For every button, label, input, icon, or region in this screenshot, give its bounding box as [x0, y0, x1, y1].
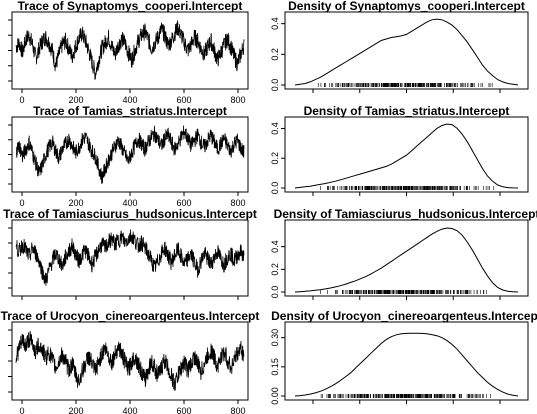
- x-tick-label: 200: [68, 198, 83, 208]
- y-tick-label: 0.4: [270, 17, 280, 30]
- y-tick-label: 0.4: [270, 240, 280, 253]
- y-tick-label: 0.2: [270, 263, 280, 276]
- y-tick-label: 0.0: [270, 182, 280, 195]
- y-tick-label: 0.2: [270, 152, 280, 165]
- density-curve: [294, 332, 519, 397]
- y-tick-label: 0.30: [270, 329, 280, 347]
- x-tick-label: 0: [19, 95, 24, 105]
- density-curve: [294, 18, 519, 86]
- x-tick-label: 200: [68, 406, 83, 414]
- panel-title: Density of Tamiasciurus_hudsonicus.Inter…: [274, 207, 537, 221]
- panel-frame: [284, 219, 529, 297]
- x-tick-label: 400: [122, 406, 137, 414]
- x-tick-label: 0: [19, 198, 24, 208]
- panel-title: Trace of Synaptomys_cooperi.Intercept: [18, 0, 243, 13]
- y-tick-label: 0.0: [270, 286, 280, 299]
- trace-line: [15, 20, 245, 80]
- x-tick-label: 600: [176, 95, 191, 105]
- trace-line: [15, 125, 245, 184]
- y-tick-label: 0.00: [270, 387, 280, 405]
- x-tick-label: 800: [230, 198, 245, 208]
- x-tick-label: 400: [122, 198, 137, 208]
- y-tick-label: 0.15: [270, 358, 280, 376]
- panel-title: Density of Tamias_striatus.Intercept: [304, 104, 510, 118]
- trace-line: [15, 229, 245, 286]
- density-curve: [294, 123, 519, 189]
- panel-title: Trace of Tamiasciurus_hudsonicus.Interce…: [3, 207, 257, 221]
- panel-title: Density of Synaptomys_cooperi.Intercept: [288, 0, 525, 13]
- x-tick-label: 600: [176, 198, 191, 208]
- panel-title: Density of Urocyon_cinereoargenteus.Inte…: [271, 309, 537, 323]
- x-tick-label: 800: [230, 95, 245, 105]
- y-tick-label: 0.0: [270, 79, 280, 92]
- x-tick-label: 400: [122, 95, 137, 105]
- x-tick-label: 200: [68, 95, 83, 105]
- x-tick-label: 0: [19, 406, 24, 414]
- y-tick-label: 0.2: [270, 48, 280, 61]
- panel-title: Trace of Urocyon_cinereoargenteus.Interc…: [1, 309, 260, 323]
- x-tick-label: 800: [230, 406, 245, 414]
- x-tick-label: 600: [176, 406, 191, 414]
- density-curve: [294, 227, 519, 293]
- y-tick-label: 0.4: [270, 122, 280, 135]
- panel-frame: [11, 219, 249, 297]
- panel-frame: [284, 11, 529, 90]
- trace-line: [15, 331, 245, 391]
- panel-title: Trace of Tamias_striatus.Intercept: [33, 104, 227, 118]
